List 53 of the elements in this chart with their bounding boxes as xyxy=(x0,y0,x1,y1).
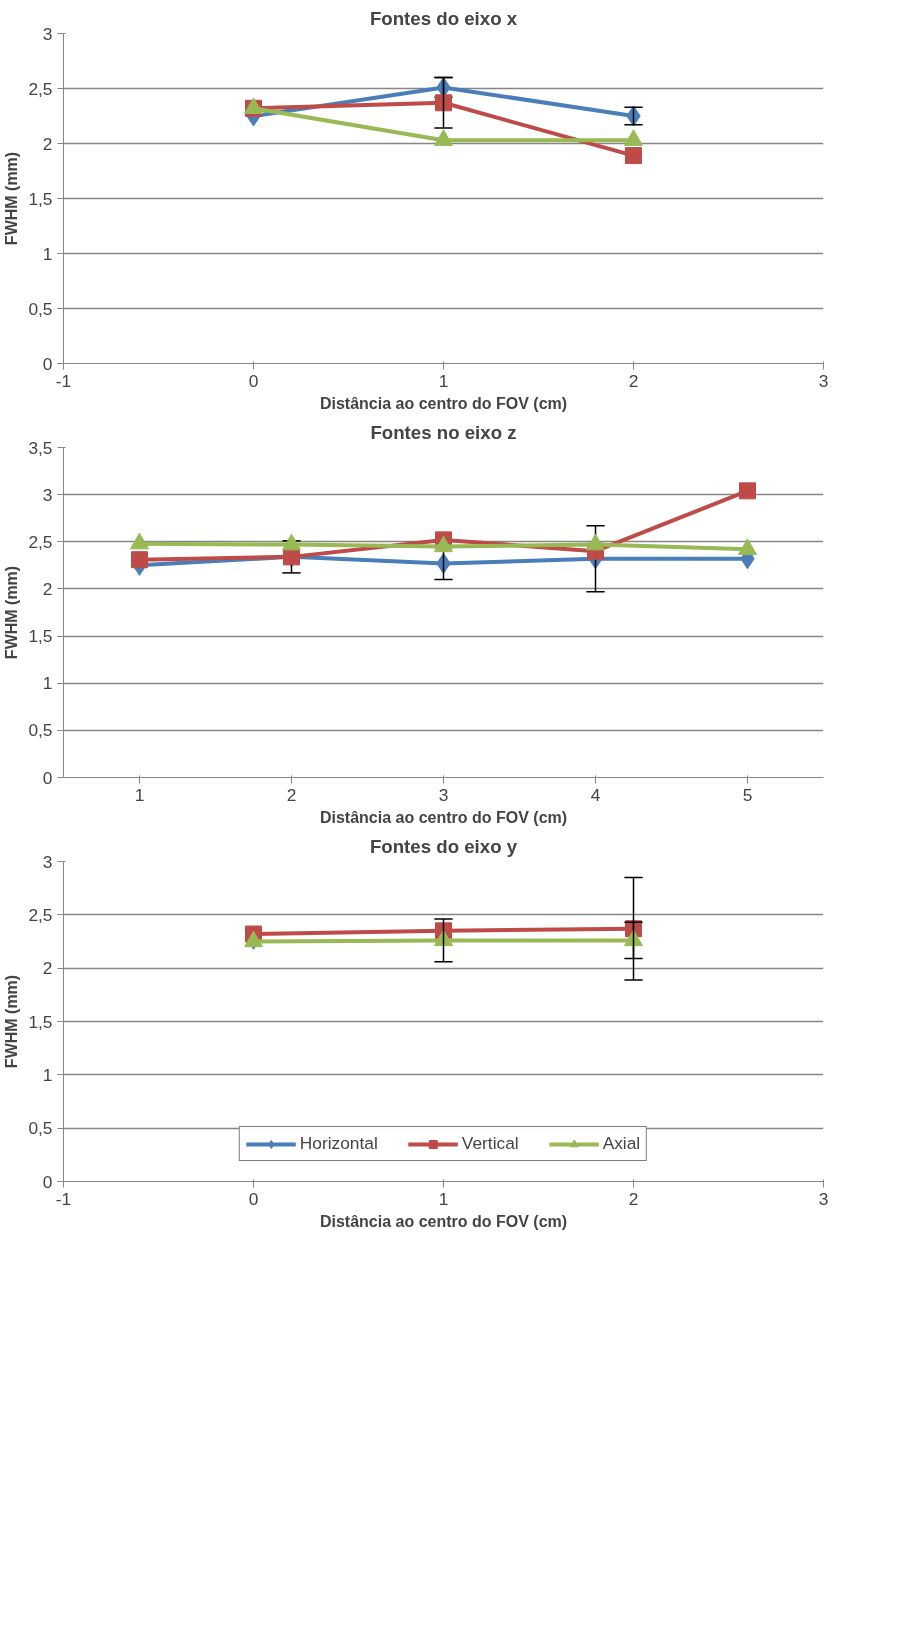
y-tick-label: 1 xyxy=(42,1064,53,1085)
y-tick-label: 2,5 xyxy=(28,78,53,99)
y-tick-label: 3,5 xyxy=(28,437,53,458)
x-tick-label: 1 xyxy=(438,370,449,391)
x-tick-label: -1 xyxy=(55,370,72,391)
y-tick-label: 2 xyxy=(42,133,53,154)
x-axis-title: Distância ao centro do FOV (cm) xyxy=(319,1212,568,1230)
legend-label: Vertical xyxy=(461,1133,519,1154)
x-axis-title: Distância ao centro do FOV (cm) xyxy=(319,394,568,412)
chart-title: Fontes do eixo x xyxy=(369,7,518,29)
x-tick-label: 3 xyxy=(818,370,829,391)
y-tick-label: 0,5 xyxy=(28,1118,53,1139)
x-tick-label: 2 xyxy=(286,784,297,805)
y-tick-label: 3 xyxy=(42,851,53,872)
y-tick-label: 0 xyxy=(42,767,53,788)
y-tick-label: 1,5 xyxy=(28,626,53,647)
x-tick-label: 1 xyxy=(438,1188,449,1209)
point xyxy=(739,482,756,500)
legend-label: Axial xyxy=(602,1133,641,1154)
x-tick-label: 2 xyxy=(628,370,639,391)
legend-label: Horizontal xyxy=(299,1133,378,1154)
point xyxy=(435,94,452,112)
x-tick-label: 2 xyxy=(628,1188,639,1209)
y-tick-label: 1 xyxy=(42,673,53,694)
y-axis-title: FWHM (mm) xyxy=(3,565,21,660)
y-tick-label: 1,5 xyxy=(28,1011,53,1032)
y-axis-title: FWHM (mm) xyxy=(3,974,21,1069)
x-tick-label: 1 xyxy=(134,784,145,805)
y-tick-label: 0 xyxy=(42,1171,53,1192)
x-tick-label: 3 xyxy=(438,784,449,805)
chart-title: Fontes no eixo z xyxy=(370,421,517,443)
y-tick-label: 0,5 xyxy=(28,720,53,741)
y-tick-label: 2,5 xyxy=(28,904,53,925)
y-tick-label: 0,5 xyxy=(28,298,53,319)
y-tick-label: 3 xyxy=(42,484,53,505)
point xyxy=(131,551,148,569)
y-tick-label: 0 xyxy=(42,353,53,374)
x-tick-label: 3 xyxy=(818,1188,829,1209)
y-tick-label: 1,5 xyxy=(28,188,53,209)
point xyxy=(625,147,642,165)
x-tick-label: 0 xyxy=(248,370,259,391)
x-tick-label: 5 xyxy=(742,784,753,805)
x-tick-label: -1 xyxy=(55,1188,72,1209)
y-tick-label: 1 xyxy=(42,243,53,264)
y-tick-label: 2,5 xyxy=(28,531,53,552)
x-tick-label: 0 xyxy=(248,1188,259,1209)
x-axis-title: Distância ao centro do FOV (cm) xyxy=(319,808,568,826)
x-tick-label: 4 xyxy=(590,784,601,805)
y-tick-label: 2 xyxy=(42,958,53,979)
y-axis-title: FWHM (mm) xyxy=(3,151,21,246)
y-tick-label: 2 xyxy=(42,578,53,599)
chart-title: Fontes do eixo y xyxy=(369,835,518,857)
y-tick-label: 3 xyxy=(42,23,53,44)
